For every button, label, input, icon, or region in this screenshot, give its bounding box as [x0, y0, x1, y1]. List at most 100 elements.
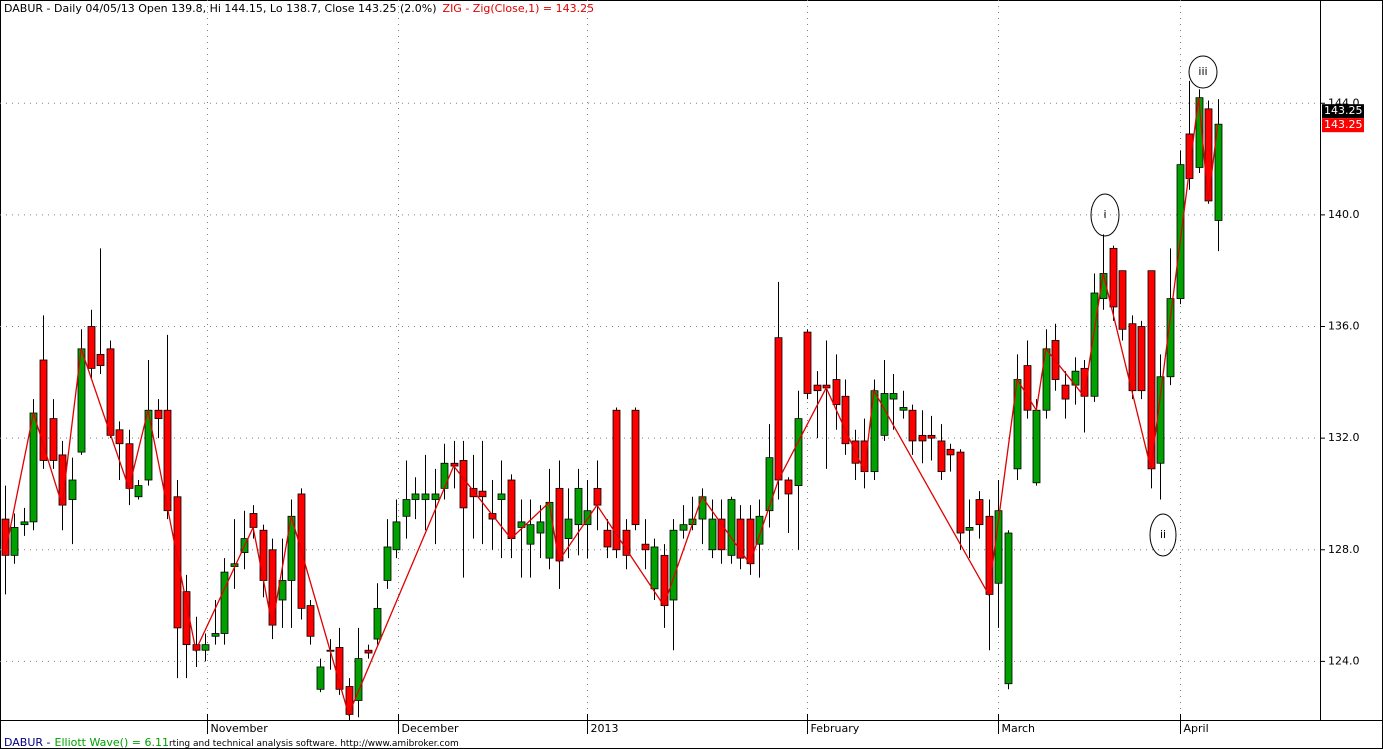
candle-body — [488, 513, 497, 520]
candle-body — [956, 451, 965, 534]
indicator-label: ZIG - Zig(Close,1) = 143.25 — [443, 2, 595, 15]
wave-circle — [1188, 55, 1218, 89]
candle-body — [106, 348, 115, 436]
zigzag-line — [4, 97, 1219, 717]
candle-body — [937, 440, 946, 473]
candle-body — [603, 529, 612, 548]
wave-label: iii — [1198, 65, 1207, 78]
candle-body — [39, 359, 48, 461]
title-text: DABUR - Daily 04/05/13 Open 139.8, Hi 14… — [4, 2, 437, 15]
candle-body — [1090, 292, 1099, 397]
candle-body — [383, 546, 392, 581]
candle-body — [631, 409, 640, 526]
candle-body — [134, 485, 143, 498]
candle-body — [96, 354, 105, 366]
candle-body — [450, 462, 459, 467]
candle-body — [708, 518, 717, 551]
candle-body — [641, 543, 650, 551]
wave-circle — [1090, 193, 1120, 237]
candle-body — [220, 571, 229, 634]
candle-body — [278, 580, 287, 601]
candle-body — [364, 649, 373, 654]
candle-body — [717, 518, 726, 551]
wave-label: i — [1103, 208, 1106, 221]
y-tick-label: 136.0 — [1328, 320, 1360, 333]
candle-body — [574, 487, 583, 526]
candle-body — [1166, 298, 1175, 378]
candle-body — [784, 479, 793, 495]
candle-body — [564, 518, 573, 540]
candle-body — [545, 501, 554, 559]
candle-body — [469, 487, 478, 498]
candle-body — [746, 518, 755, 565]
wave-circle — [1149, 513, 1177, 557]
candle-body — [841, 395, 850, 445]
candle-body — [889, 393, 898, 400]
candle-body — [68, 479, 77, 500]
candle-body — [1023, 365, 1032, 411]
x-tick-label: April — [1184, 722, 1209, 735]
candle-body — [402, 499, 411, 517]
candle-body — [201, 644, 210, 651]
candle-body — [249, 513, 258, 528]
candle-body — [49, 418, 58, 461]
y-tick-label: 140.0 — [1328, 208, 1360, 221]
candle-body — [1204, 108, 1213, 202]
candle-body — [1032, 409, 1041, 484]
candle-body — [593, 487, 602, 506]
candle-body — [421, 493, 430, 500]
candle-body — [774, 337, 783, 481]
candle-body — [975, 499, 984, 526]
candle-body — [335, 647, 344, 690]
candle-body — [173, 496, 182, 629]
candle-body — [392, 521, 401, 551]
candle-body — [440, 462, 449, 489]
candle-body — [115, 429, 124, 445]
candle-body — [1004, 532, 1013, 685]
price-marker-label: 143.25 — [1324, 118, 1363, 131]
candle-body — [1061, 384, 1070, 400]
candle-body — [1214, 123, 1223, 221]
candle-body — [29, 412, 38, 523]
price-marker-label: 143.25 — [1324, 104, 1363, 117]
candle-body — [87, 326, 96, 369]
candle-body — [211, 633, 220, 637]
footer-indicator: Elliott Wave() = 6.11 — [55, 736, 169, 749]
chart-title: DABUR - Daily 04/05/13 Open 139.8, Hi 14… — [4, 2, 594, 15]
candle-body — [727, 499, 736, 556]
candle-body — [536, 521, 545, 534]
candle-body — [899, 407, 908, 411]
candle-body — [803, 331, 812, 394]
candle-body — [1118, 270, 1127, 330]
candle-body — [985, 515, 994, 595]
candle-body — [411, 493, 420, 500]
candle-body — [1109, 247, 1118, 308]
candle-body — [431, 493, 440, 500]
x-tick-label: February — [811, 722, 860, 735]
candle-body — [478, 490, 487, 498]
candle-body — [679, 524, 688, 531]
x-tick-label: November — [211, 722, 269, 735]
candle-body — [927, 434, 936, 439]
candle-body — [736, 518, 745, 559]
candle-body — [20, 521, 29, 526]
candle-body — [1147, 270, 1156, 470]
y-tick-label: 124.0 — [1328, 654, 1360, 667]
candle-body — [497, 493, 506, 500]
candle-body — [832, 379, 841, 406]
candle-body — [316, 666, 325, 690]
price-marker — [1322, 104, 1364, 119]
candle-body — [669, 529, 678, 601]
candle-body — [965, 527, 974, 531]
footer: DABUR - Elliott Wave() = 6.11rting and te… — [4, 736, 459, 749]
candle-body — [794, 418, 803, 486]
candle-body — [1185, 133, 1194, 180]
footer-ticker: DABUR - — [4, 736, 51, 749]
candle-body — [1137, 326, 1146, 392]
x-tick-label: March — [1002, 722, 1036, 735]
candle-body — [354, 658, 363, 701]
wave-label: ii — [1160, 528, 1166, 541]
candle-body — [459, 460, 468, 509]
candle-body — [765, 457, 774, 512]
